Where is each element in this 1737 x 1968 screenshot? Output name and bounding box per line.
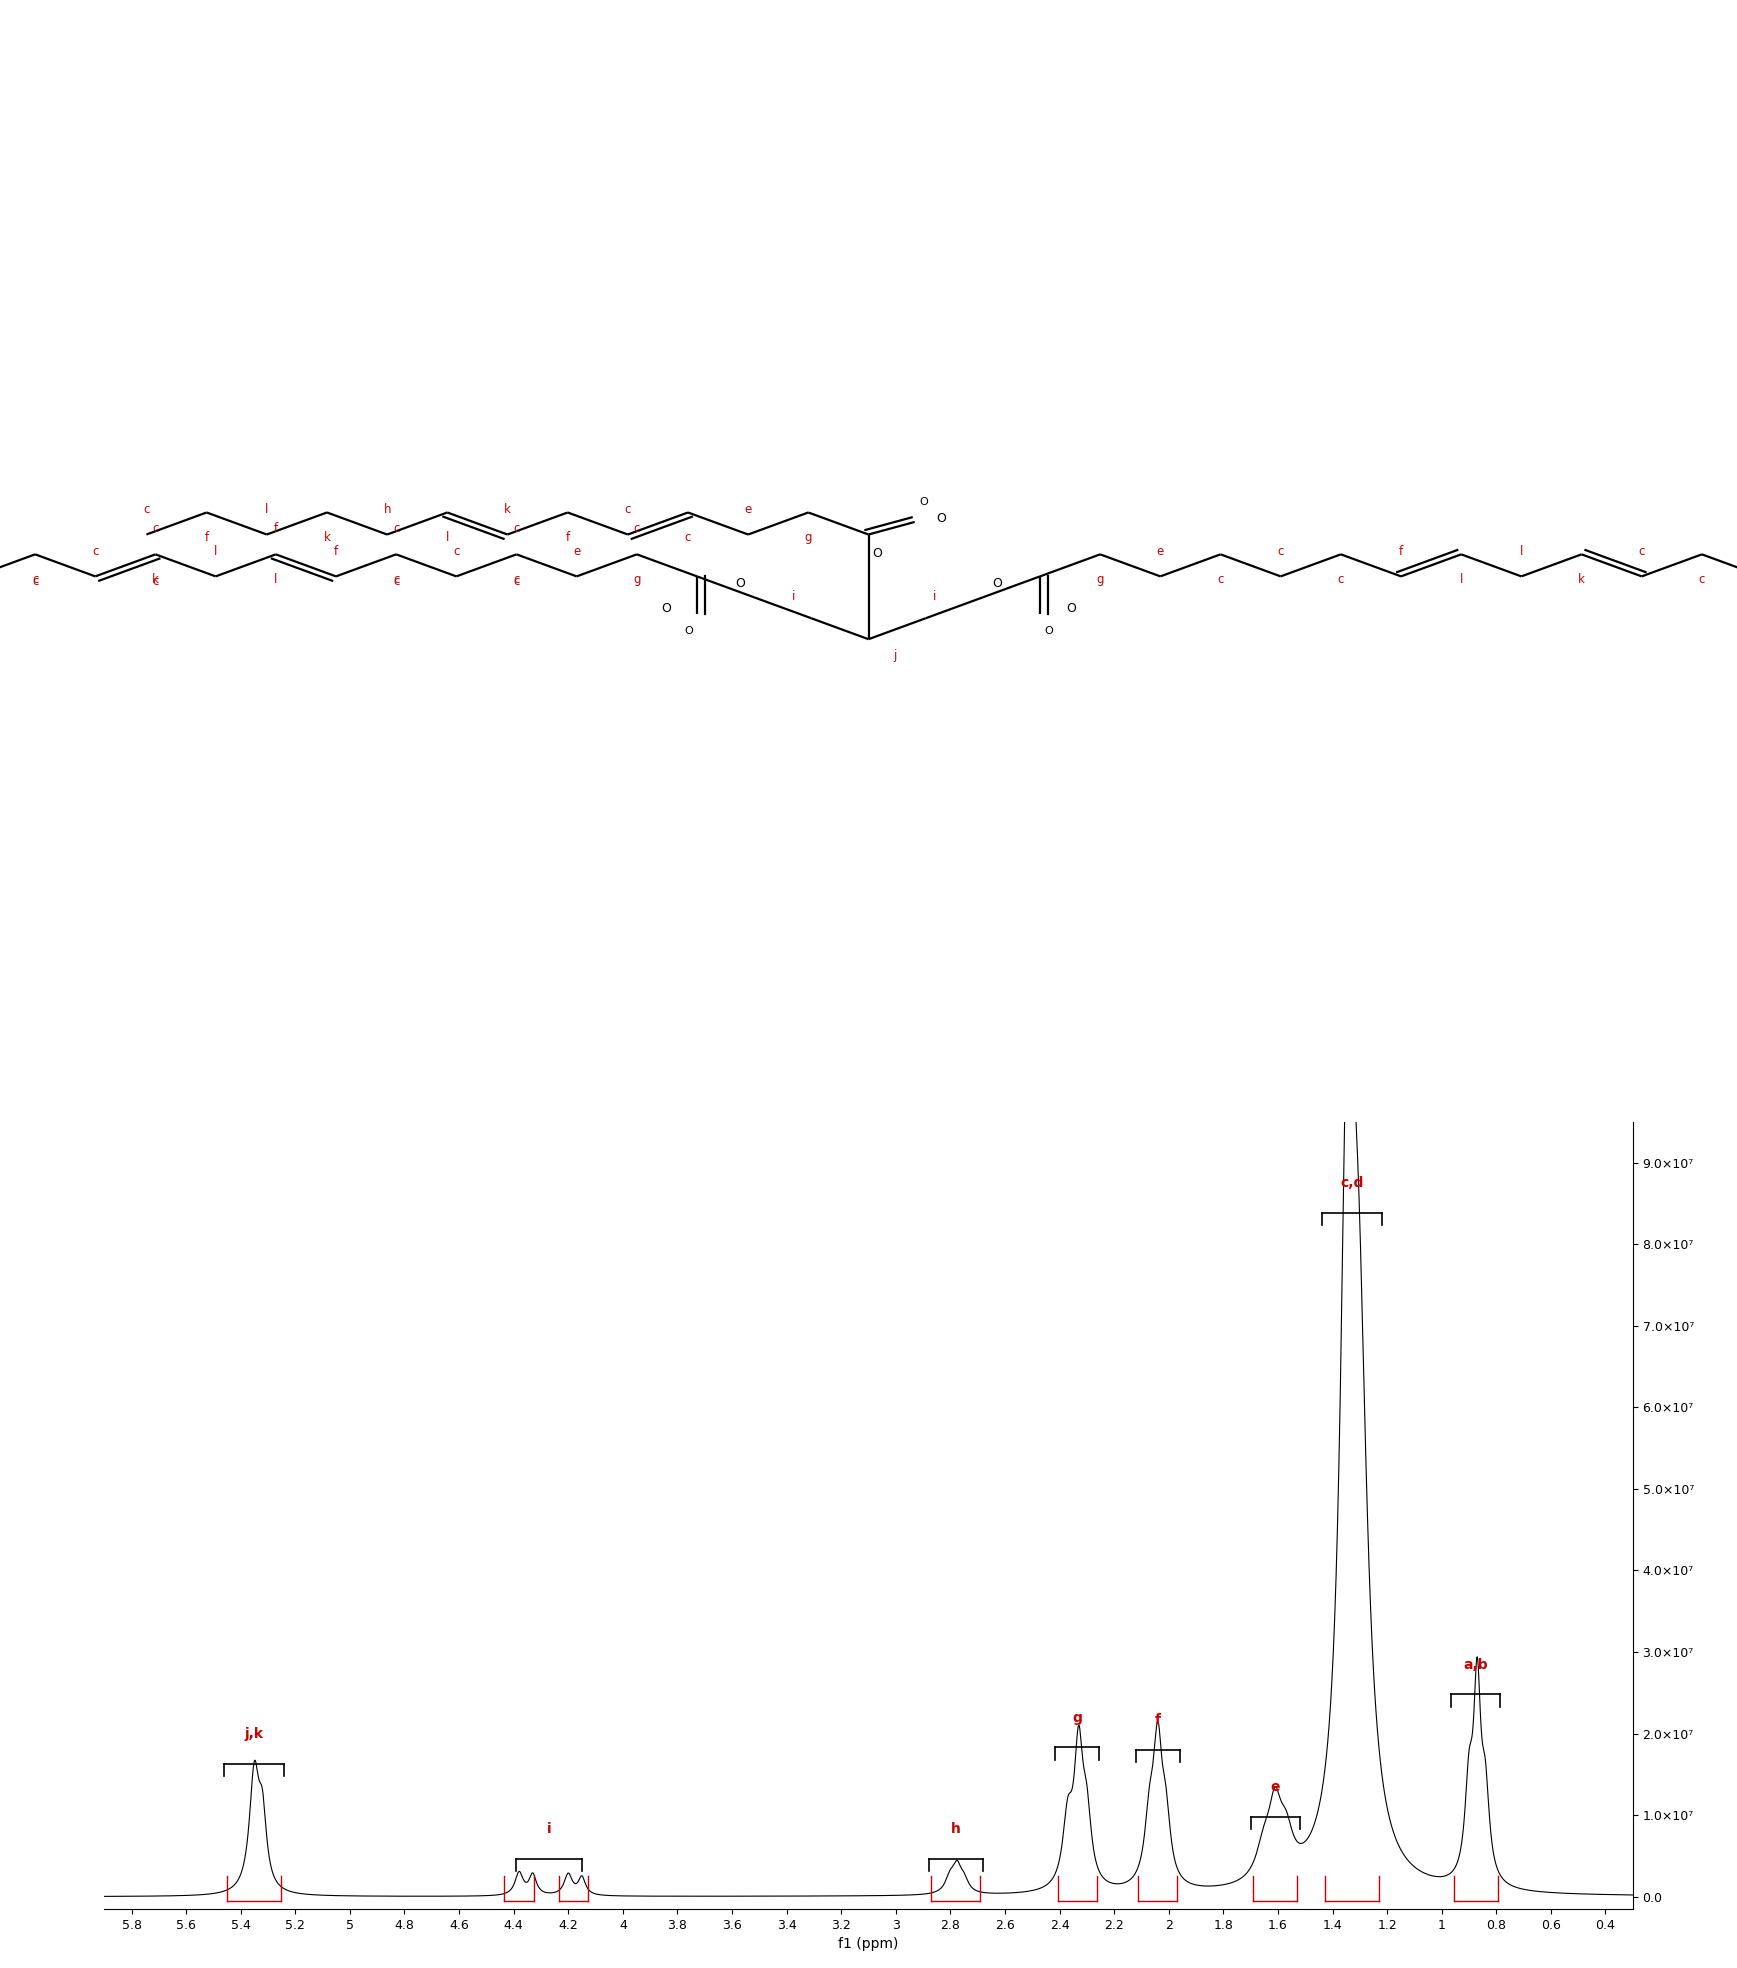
Text: h: h — [950, 1822, 961, 1836]
Text: c: c — [514, 575, 519, 588]
Text: e: e — [1157, 545, 1164, 557]
Text: c: c — [142, 502, 149, 516]
Text: h: h — [384, 502, 391, 516]
Text: O: O — [735, 577, 745, 590]
X-axis label: f1 (ppm): f1 (ppm) — [839, 1937, 898, 1950]
Text: c: c — [393, 573, 400, 586]
Text: g: g — [1072, 1710, 1082, 1724]
Text: l: l — [274, 573, 278, 586]
Text: O: O — [1044, 626, 1053, 636]
Text: f: f — [566, 531, 570, 545]
Text: l: l — [446, 531, 448, 545]
Text: c: c — [1337, 573, 1344, 586]
Text: g: g — [804, 531, 813, 545]
Text: O: O — [919, 498, 928, 508]
Text: g: g — [632, 573, 641, 586]
Text: k: k — [504, 502, 511, 516]
Text: e: e — [1270, 1779, 1280, 1795]
Text: l: l — [214, 545, 217, 557]
Text: f: f — [1398, 545, 1403, 557]
Text: e: e — [573, 545, 580, 557]
Text: c: c — [514, 573, 519, 586]
Text: f: f — [1155, 1712, 1160, 1728]
Text: i: i — [792, 590, 796, 602]
Text: a,b: a,b — [1464, 1657, 1489, 1671]
Text: c: c — [684, 531, 691, 545]
Text: i: i — [547, 1822, 551, 1836]
Text: l: l — [1520, 545, 1523, 557]
Text: f: f — [274, 522, 278, 535]
Text: O: O — [936, 512, 945, 525]
Text: k: k — [1579, 573, 1584, 586]
Text: c: c — [625, 502, 631, 516]
Text: c: c — [1638, 545, 1645, 557]
Text: f: f — [334, 545, 339, 557]
Text: O: O — [992, 577, 1002, 590]
Text: j,k: j,k — [245, 1726, 264, 1742]
Text: c: c — [153, 575, 158, 588]
Text: c: c — [31, 573, 38, 586]
Text: O: O — [1067, 602, 1077, 616]
Text: l: l — [266, 502, 269, 516]
Text: c: c — [393, 522, 400, 535]
Text: f: f — [205, 531, 208, 545]
Text: i: i — [933, 590, 936, 602]
Text: c: c — [393, 575, 400, 588]
Text: c: c — [1699, 573, 1706, 586]
Text: l: l — [1459, 573, 1463, 586]
Text: O: O — [872, 547, 882, 561]
Text: k: k — [323, 531, 330, 545]
Text: g: g — [1096, 573, 1105, 586]
Text: k: k — [153, 573, 158, 586]
Text: j: j — [893, 649, 896, 663]
Text: e: e — [745, 502, 752, 516]
Text: c: c — [514, 522, 519, 535]
Text: c,d: c,d — [1339, 1177, 1364, 1191]
Text: c: c — [1218, 573, 1223, 586]
Text: c: c — [634, 522, 639, 535]
Text: c: c — [153, 522, 158, 535]
Text: O: O — [660, 602, 670, 616]
Text: c: c — [92, 545, 99, 557]
Text: O: O — [684, 626, 693, 636]
Text: c: c — [453, 545, 460, 557]
Text: c: c — [31, 575, 38, 588]
Text: c: c — [1277, 545, 1284, 557]
